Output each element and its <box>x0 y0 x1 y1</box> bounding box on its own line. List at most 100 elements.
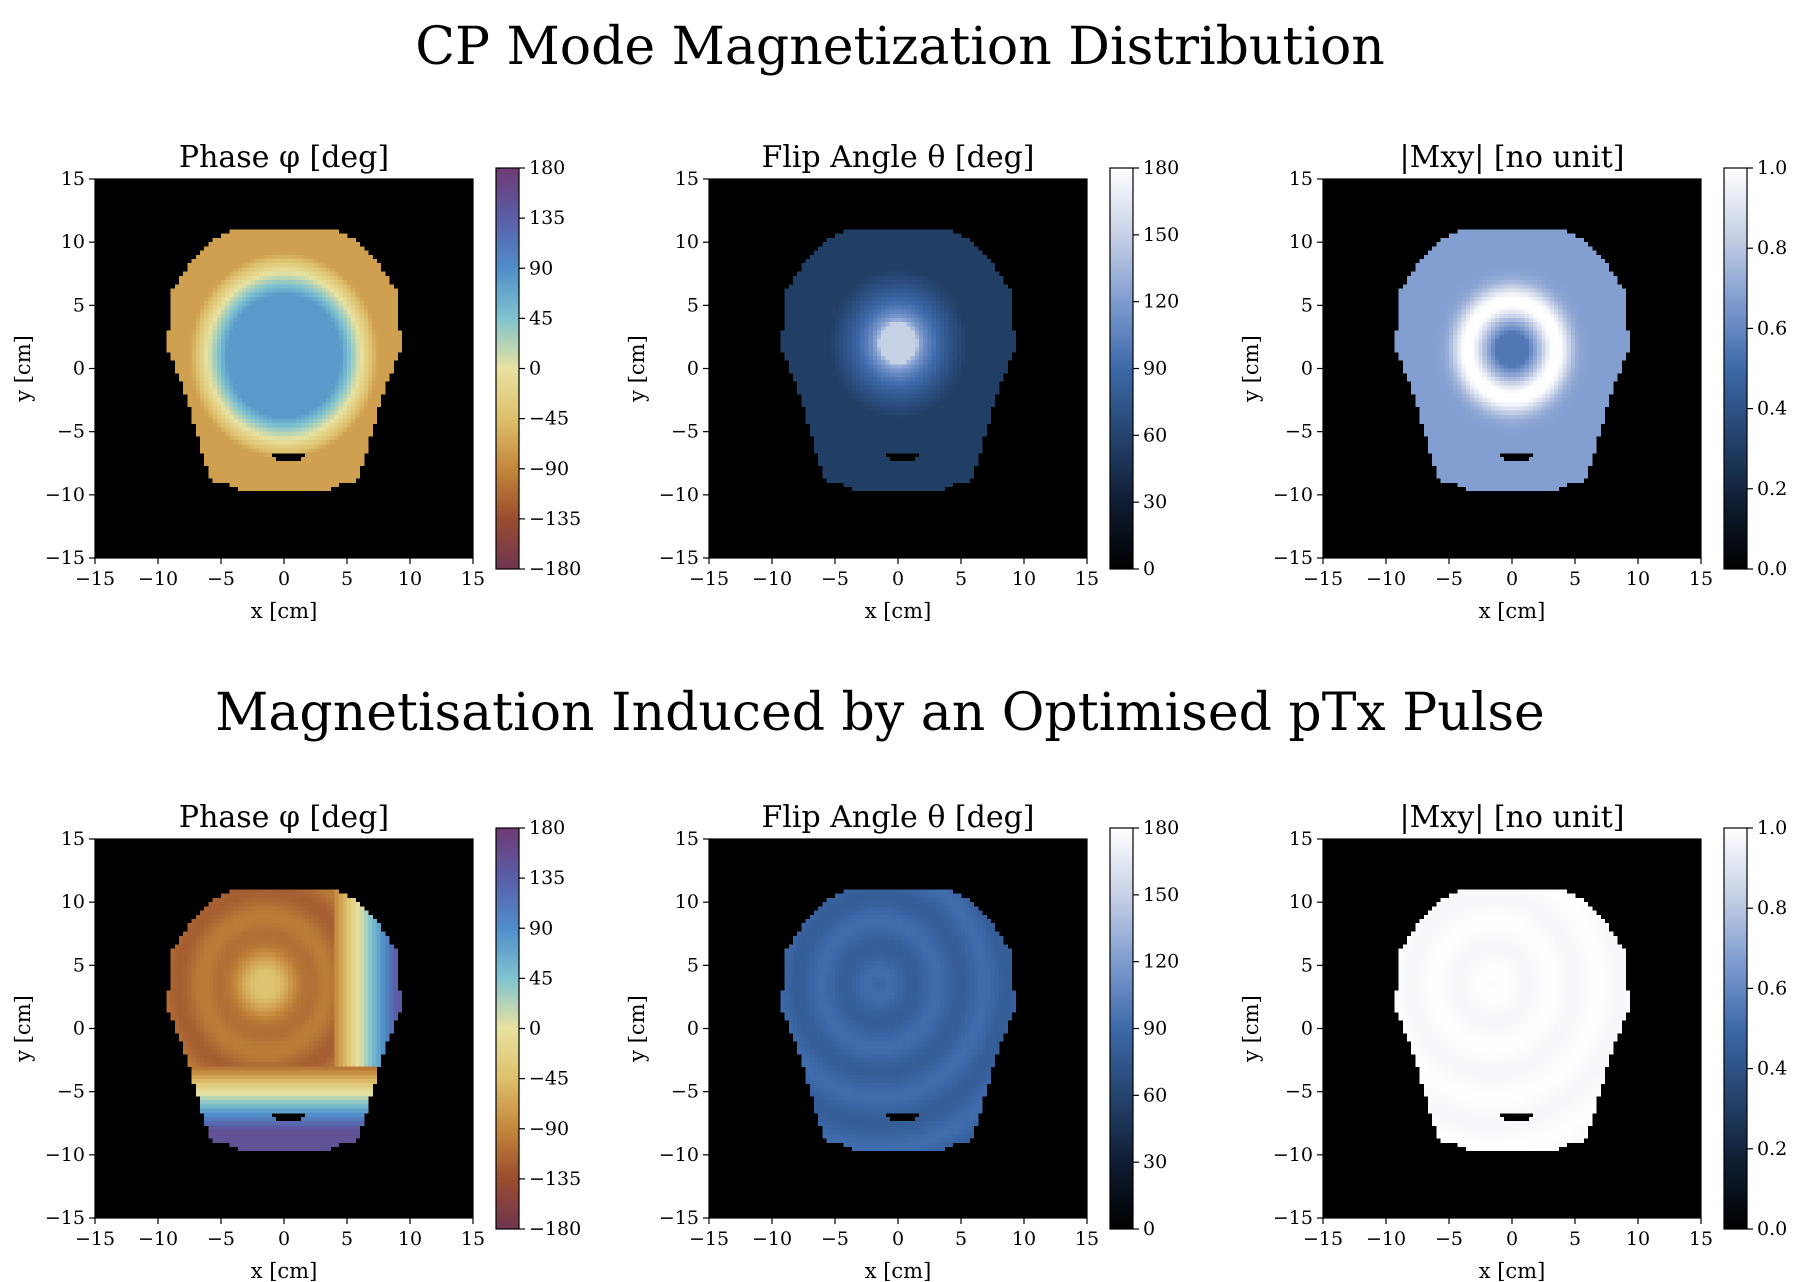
heatmap-cell <box>280 339 285 344</box>
heatmap-cell <box>309 432 314 437</box>
heatmap-cell <box>814 402 819 407</box>
heatmap-cell <box>360 411 365 416</box>
heatmap-cell <box>360 331 365 336</box>
heatmap-cell <box>919 373 924 378</box>
heatmap-cell <box>835 238 840 243</box>
heatmap-cell <box>894 263 899 268</box>
heatmap-cell <box>334 310 339 315</box>
heatmap-cell <box>360 449 365 454</box>
heatmap-cell <box>213 352 218 357</box>
heatmap-cell <box>288 326 293 331</box>
heatmap-cell <box>305 310 310 315</box>
heatmap-cell <box>313 297 318 302</box>
heatmap-cell <box>288 411 293 416</box>
heatmap-cell <box>1003 310 1008 315</box>
heatmap-cell <box>839 335 844 340</box>
heatmap-cell <box>330 267 335 272</box>
heatmap-cell <box>313 259 318 264</box>
heatmap-cell <box>940 280 945 285</box>
heatmap-cell <box>234 326 239 331</box>
heatmap-cell <box>196 318 201 323</box>
heatmap-cell <box>204 284 209 289</box>
heatmap-cell <box>263 486 268 491</box>
heatmap-cell <box>171 347 176 352</box>
heatmap-cell <box>877 234 882 239</box>
heatmap-cell <box>843 369 848 374</box>
heatmap-cell <box>292 284 297 289</box>
heatmap-cell <box>208 314 213 319</box>
heatmap-cell <box>860 402 865 407</box>
heatmap-cell <box>881 267 886 272</box>
heatmap-cell <box>969 276 974 281</box>
heatmap-cell <box>835 284 840 289</box>
heatmap-cell <box>806 335 811 340</box>
heatmap-cell <box>217 318 222 323</box>
heatmap-cell <box>297 427 302 432</box>
heatmap-cell <box>810 411 815 416</box>
heatmap-cell <box>890 276 895 281</box>
heatmap-cell <box>204 394 209 399</box>
heatmap-cell <box>864 259 869 264</box>
heatmap-cell <box>343 444 348 449</box>
heatmap-cell <box>1007 301 1012 306</box>
heatmap-cell <box>785 326 790 331</box>
heatmap-cell <box>250 406 255 411</box>
heatmap-cell <box>389 364 394 369</box>
heatmap-cell <box>940 293 945 298</box>
heatmap-cell <box>318 415 323 420</box>
heatmap-cell <box>263 297 268 302</box>
heatmap-cell <box>263 246 268 251</box>
heatmap-cell <box>292 259 297 264</box>
heatmap-cell <box>284 310 289 315</box>
heatmap-cell <box>911 284 916 289</box>
heatmap-cell <box>322 242 327 247</box>
heatmap-cell <box>259 267 264 272</box>
heatmap-cell <box>217 288 222 293</box>
heatmap-cell <box>936 343 941 348</box>
heatmap-cell <box>204 402 209 407</box>
heatmap-cell <box>995 331 1000 336</box>
heatmap-cell <box>810 310 815 315</box>
heatmap-cell <box>263 339 268 344</box>
heatmap-cell <box>919 326 924 331</box>
heatmap-cell <box>835 402 840 407</box>
heatmap-cell <box>355 310 360 315</box>
heatmap-cell <box>246 411 251 416</box>
heatmap-cell <box>267 314 272 319</box>
heatmap-cell <box>305 364 310 369</box>
heatmap-cell <box>297 482 302 487</box>
heatmap-cell <box>204 444 209 449</box>
heatmap-cell <box>267 436 272 441</box>
heatmap-cell <box>297 415 302 420</box>
heatmap-cell <box>196 377 201 382</box>
heatmap-cell <box>961 402 966 407</box>
heatmap-cell <box>213 293 218 298</box>
heatmap-cell <box>839 267 844 272</box>
heatmap-cell <box>221 402 226 407</box>
heatmap-cell <box>932 326 937 331</box>
heatmap-cell <box>810 297 815 302</box>
heatmap-cell <box>360 440 365 445</box>
heatmap-cell <box>898 326 903 331</box>
heatmap-cell <box>877 343 882 348</box>
heatmap-cell <box>869 390 874 395</box>
heatmap-cell <box>843 406 848 411</box>
heatmap-cell <box>923 251 928 256</box>
heatmap-cell <box>944 305 949 310</box>
heatmap-cell <box>860 238 865 243</box>
heatmap-cell <box>292 280 297 285</box>
heatmap-cell <box>982 314 987 319</box>
heatmap-cell <box>843 305 848 310</box>
heatmap-cell <box>843 301 848 306</box>
heatmap-cell <box>869 288 874 293</box>
heatmap-cell <box>192 301 197 306</box>
heatmap-cell <box>242 259 247 264</box>
heatmap-cell <box>885 267 890 272</box>
heatmap-cell <box>238 465 243 470</box>
heatmap-cell <box>801 322 806 327</box>
heatmap-cell <box>890 263 895 268</box>
heatmap-cell <box>343 318 348 323</box>
heatmap-cell <box>309 461 314 466</box>
heatmap-cell <box>936 297 941 302</box>
heatmap-cell <box>276 432 281 437</box>
